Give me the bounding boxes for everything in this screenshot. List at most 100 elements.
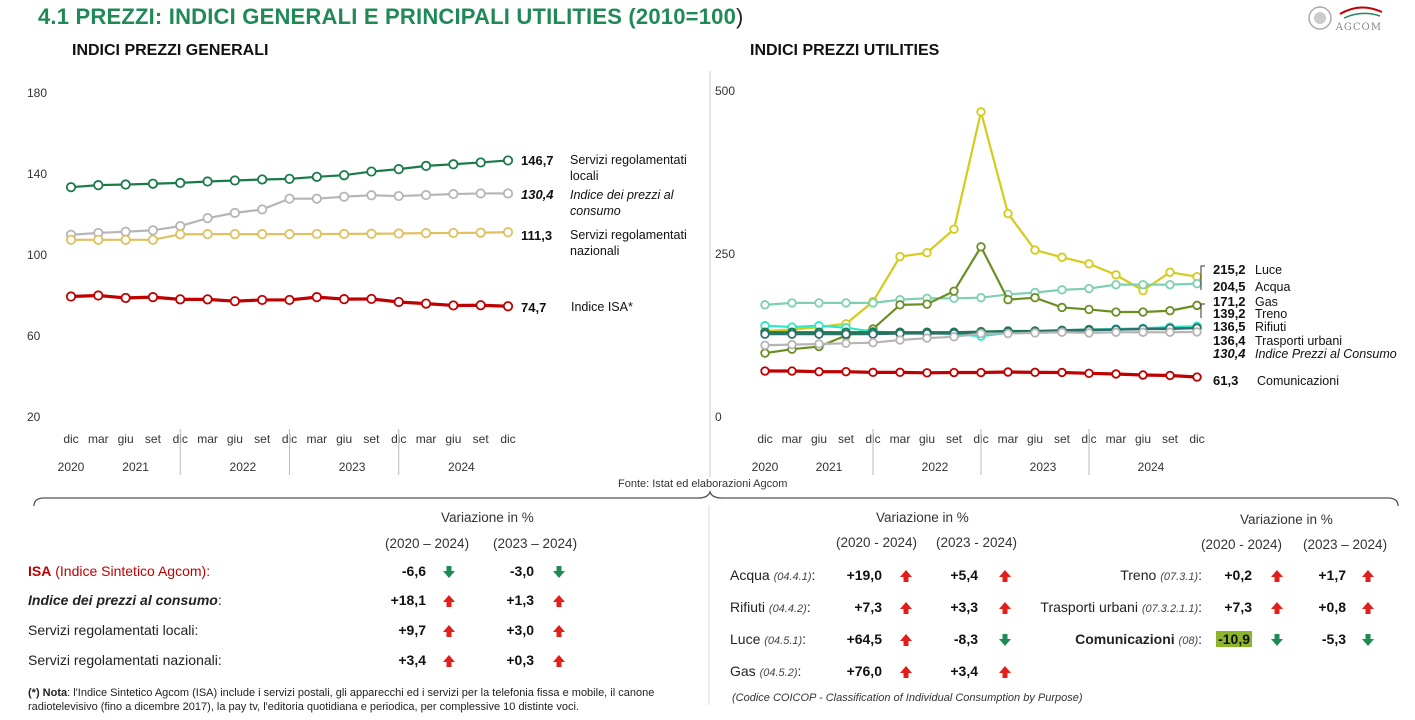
arrow-up-icon	[442, 654, 456, 668]
data-point	[175, 294, 186, 305]
data-point	[475, 188, 486, 199]
series-indice-prezzi-al-consumo	[760, 327, 1202, 350]
end-value-label: 136,4	[1213, 333, 1246, 348]
y-tick-label: 0	[715, 410, 722, 424]
series-name-label: Rifiuti	[1255, 320, 1286, 334]
data-point	[1057, 327, 1067, 337]
data-point	[1084, 283, 1094, 294]
x-tick-label: mar	[416, 432, 437, 446]
data-point	[475, 227, 486, 238]
x-tick-label: set	[1162, 432, 1179, 446]
data-point	[311, 171, 322, 182]
period-label: (2020 - 2024)	[836, 535, 918, 550]
arrow-up-icon	[1270, 601, 1284, 615]
data-point	[868, 298, 878, 308]
data-point	[1003, 328, 1013, 339]
data-point	[366, 166, 377, 177]
data-point	[1003, 367, 1013, 377]
data-point	[502, 227, 514, 238]
data-point	[120, 292, 131, 304]
period-label: (2023 – 2024)	[1303, 537, 1388, 552]
data-point	[284, 193, 295, 204]
data-point	[65, 182, 77, 193]
data-point	[1111, 270, 1121, 280]
series-servizi-regolamentati-nazionali	[65, 227, 514, 245]
variation-value: -10,9	[1216, 631, 1252, 647]
end-value-label: 130,4	[1213, 346, 1246, 361]
end-value-label: 171,2	[1213, 294, 1246, 309]
data-point	[1003, 208, 1013, 219]
variation-value: +7,3	[1224, 599, 1252, 615]
data-point	[93, 290, 104, 301]
data-point	[366, 190, 377, 201]
variation-value: +7,3	[854, 599, 882, 615]
data-point	[1165, 267, 1175, 277]
data-point	[257, 174, 268, 185]
variation-row-label: ISA (Indice Sintetico Agcom):	[28, 563, 211, 579]
data-point	[147, 225, 159, 236]
x-tick-label: mar	[306, 432, 327, 446]
arrow-up-icon	[552, 654, 566, 668]
series-name-label: Trasporti urbani	[1255, 334, 1342, 348]
arrow-up-icon	[899, 601, 913, 615]
chart-title-general: INDICI PREZZI GENERALI	[72, 42, 269, 59]
year-label: 2021	[122, 460, 149, 474]
data-point	[1111, 369, 1121, 379]
vertical-divider	[708, 505, 710, 705]
arrow-up-icon	[998, 569, 1012, 583]
data-point	[868, 367, 878, 378]
variation-value: +3,3	[950, 599, 978, 615]
variation-value: -6,6	[401, 563, 426, 579]
x-tick-label: giu	[919, 432, 935, 446]
data-point	[1057, 252, 1067, 262]
x-tick-label: giu	[227, 432, 243, 446]
series-name-label: Indice ISA*	[571, 300, 633, 314]
data-point	[420, 160, 432, 172]
data-point	[895, 367, 905, 378]
data-point	[393, 228, 404, 239]
data-point	[949, 286, 959, 296]
data-point	[1192, 372, 1202, 382]
arrow-down-icon	[552, 565, 566, 579]
end-value-label: 74,7	[521, 300, 546, 315]
variation-value: +76,0	[846, 663, 882, 679]
series-name-label: locali	[570, 169, 599, 183]
arrow-down-icon	[1361, 633, 1375, 647]
data-point	[311, 193, 322, 204]
data-point	[393, 164, 404, 175]
series-acqua	[760, 278, 1202, 310]
year-label: 2020	[58, 460, 85, 474]
x-tick-label: dic	[63, 432, 78, 446]
x-tick-label: giu	[118, 432, 134, 446]
data-point	[175, 220, 186, 232]
data-point	[922, 368, 932, 378]
series-name-label: Servizi regolamentati	[570, 153, 687, 167]
x-tick-label: giu	[1135, 432, 1151, 446]
end-value-label: 139,2	[1213, 306, 1246, 321]
data-point	[1111, 279, 1121, 290]
data-point	[949, 332, 959, 342]
data-point	[841, 298, 851, 308]
data-point	[976, 107, 986, 117]
data-point	[202, 229, 213, 240]
variation-value: -8,3	[953, 631, 978, 647]
data-point	[147, 234, 159, 245]
data-point	[502, 301, 514, 312]
data-point	[65, 234, 77, 245]
data-point	[1111, 307, 1121, 317]
data-point	[1165, 370, 1175, 381]
variation-value: +9,7	[398, 622, 426, 638]
data-point	[284, 173, 295, 184]
data-point	[922, 299, 932, 309]
data-point	[1165, 306, 1175, 316]
variation-value: +19,0	[846, 567, 882, 583]
y-tick-label: 140	[27, 167, 47, 181]
data-point	[311, 292, 322, 303]
data-point	[1030, 292, 1040, 303]
data-point	[787, 329, 797, 339]
data-point	[760, 329, 770, 339]
x-tick-label: dic	[1189, 432, 1204, 446]
y-tick-label: 250	[715, 247, 735, 261]
